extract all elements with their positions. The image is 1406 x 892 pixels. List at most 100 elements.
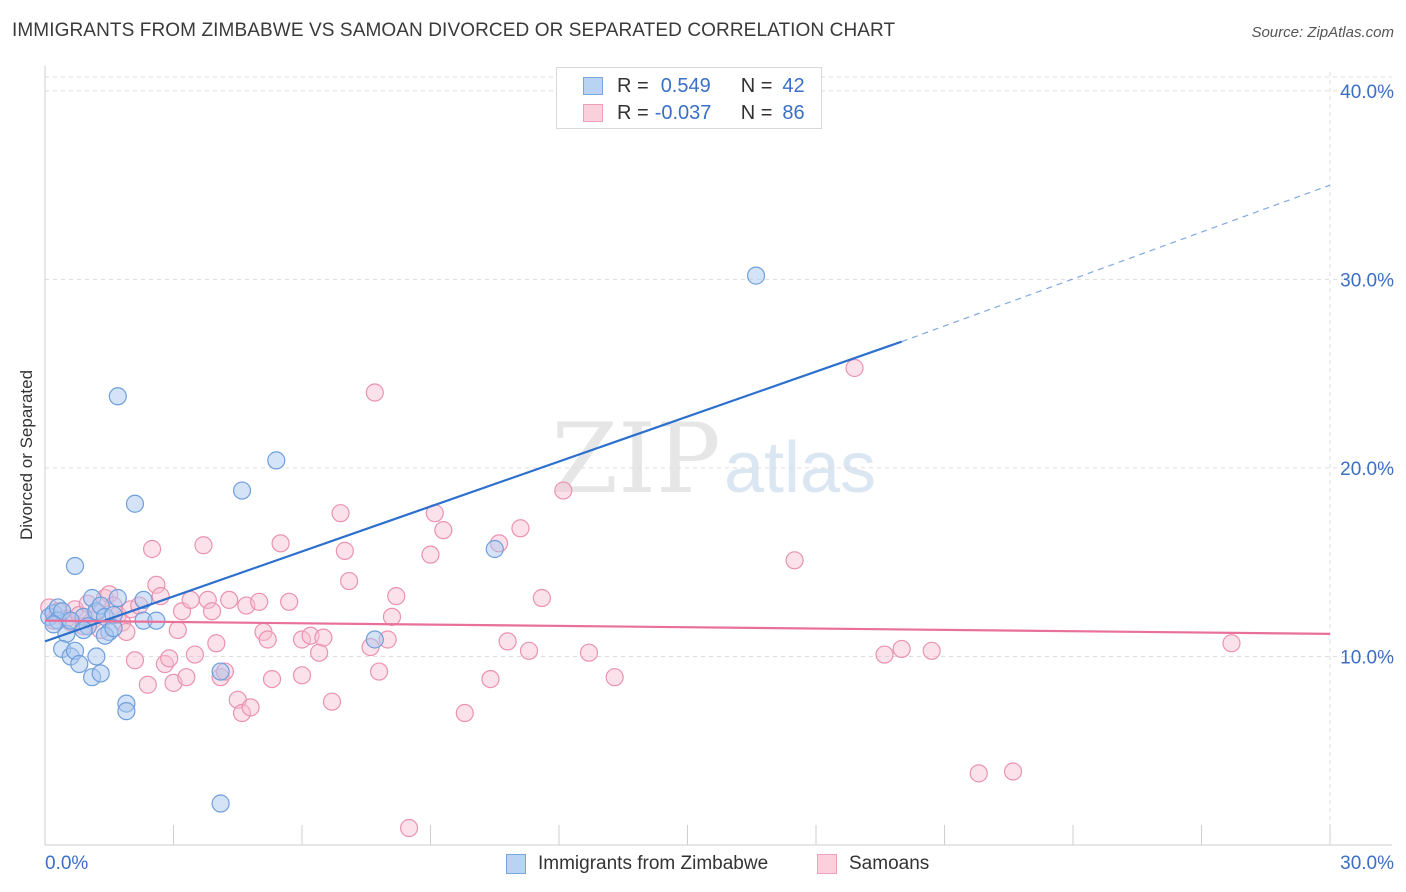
zimbabwe-point bbox=[125, 494, 145, 513]
n-label: N = bbox=[740, 101, 773, 124]
samoans-point bbox=[185, 645, 205, 664]
samoans-point bbox=[554, 481, 573, 500]
chart-title: IMMIGRANTS FROM ZIMBABWE VS SAMOAN DIVOR… bbox=[12, 20, 896, 41]
samoans-point bbox=[340, 571, 359, 591]
zimbabwe-point bbox=[134, 590, 153, 610]
y-tick-label: 40.0% bbox=[1340, 82, 1394, 103]
samoans-point bbox=[331, 504, 350, 523]
zimbabwe-point bbox=[232, 481, 252, 500]
y-tick-label: 20.0% bbox=[1340, 459, 1394, 480]
samoans-point bbox=[455, 703, 474, 723]
watermark: ZIP atlas bbox=[551, 403, 876, 515]
r-label: R = bbox=[617, 74, 649, 97]
samoans-point bbox=[322, 692, 342, 711]
samoans-point bbox=[892, 639, 911, 659]
samoans-point bbox=[511, 519, 530, 538]
samoans-point bbox=[387, 587, 406, 606]
samoans-point bbox=[1222, 634, 1241, 653]
zimbabwe-point bbox=[211, 794, 230, 813]
zimbabwe-point bbox=[91, 664, 110, 683]
samoans-point bbox=[125, 651, 145, 670]
samoans-point bbox=[280, 592, 299, 611]
samoans-point bbox=[498, 632, 517, 651]
samoans-point bbox=[138, 675, 157, 694]
samoans-point bbox=[875, 645, 894, 664]
watermark-zip: ZIP bbox=[551, 403, 720, 515]
zimbabwe-point bbox=[108, 588, 127, 608]
legend-item-samoans: Samoans bbox=[817, 851, 929, 877]
samoans-point bbox=[147, 575, 166, 594]
legend-label-samoans: Samoans bbox=[849, 853, 930, 874]
zimbabwe-points bbox=[40, 266, 766, 813]
zimbabwe-trend-line bbox=[44, 340, 903, 643]
stats-legend-row-zimbabwe: R = 0.549 N = 42 bbox=[583, 73, 805, 99]
zimbabwe-point bbox=[365, 630, 384, 649]
samoans-point bbox=[177, 668, 196, 687]
samoans-point bbox=[220, 590, 239, 610]
zimbabwe-point bbox=[104, 619, 123, 638]
samoans-point bbox=[198, 590, 217, 610]
y-tick-label: 30.0% bbox=[1340, 270, 1394, 291]
samoans-point bbox=[292, 630, 312, 649]
n-label: N = bbox=[740, 74, 773, 97]
samoans-point bbox=[481, 669, 500, 689]
y-tick-label: 10.0% bbox=[1340, 647, 1394, 668]
samoans-point bbox=[370, 662, 389, 681]
samoans-point bbox=[519, 641, 539, 660]
samoans-point bbox=[310, 643, 329, 662]
samoans-point bbox=[258, 630, 277, 649]
legend-item-zimbabwe: Immigrants from Zimbabwe bbox=[506, 851, 768, 877]
r-value: 0.549 bbox=[660, 74, 711, 97]
samoans-point bbox=[785, 551, 804, 570]
x-tick-label: 30.0% bbox=[1340, 853, 1394, 874]
samoans-point bbox=[922, 641, 941, 660]
samoans-point bbox=[142, 539, 162, 559]
legend-label-zimbabwe: Immigrants from Zimbabwe bbox=[538, 853, 769, 874]
samoans-point bbox=[314, 628, 333, 647]
samoans-point bbox=[241, 698, 260, 717]
samoans-point bbox=[160, 649, 179, 668]
samoans-point bbox=[181, 590, 200, 610]
samoans-point bbox=[605, 668, 624, 687]
samoans-point bbox=[399, 818, 419, 838]
samoans-point bbox=[434, 521, 453, 540]
stats-legend-row-samoans: R = -0.037 N = 86 bbox=[583, 100, 805, 126]
zimbabwe-point bbox=[117, 702, 136, 721]
tick-labels: 10.0% 20.0% 30.0% 40.0% 0.0% 30.0% bbox=[45, 82, 1394, 874]
samoans-point bbox=[365, 383, 384, 402]
zimbabwe-point bbox=[211, 662, 230, 681]
zimbabwe-point bbox=[485, 539, 504, 559]
samoans-point bbox=[207, 634, 226, 653]
samoans-point bbox=[262, 669, 282, 689]
samoans-point bbox=[271, 534, 290, 553]
samoans-point bbox=[532, 588, 551, 608]
samoans-points bbox=[40, 358, 1241, 838]
samoans-swatch bbox=[583, 104, 603, 122]
samoans-point bbox=[969, 764, 988, 783]
samoans-point bbox=[194, 536, 213, 555]
samoans-point bbox=[1003, 762, 1023, 781]
samoans-point bbox=[421, 545, 440, 564]
zimbabwe-point bbox=[746, 266, 766, 285]
samoans-point bbox=[250, 592, 269, 611]
samoans-point bbox=[202, 602, 222, 621]
n-value: 42 bbox=[782, 74, 805, 97]
zimbabwe-point bbox=[65, 556, 85, 576]
source-credit: Source: ZipAtlas.com bbox=[1251, 24, 1394, 41]
r-value: -0.037 bbox=[654, 101, 712, 124]
zimbabwe-point bbox=[44, 615, 63, 634]
zimbabwe-point bbox=[108, 387, 127, 406]
samoans-point bbox=[382, 607, 402, 626]
x-tick-label: 0.0% bbox=[45, 853, 88, 874]
axes bbox=[44, 66, 1392, 846]
n-value: 86 bbox=[782, 101, 805, 124]
samoans-point bbox=[335, 541, 354, 560]
zimbabwe-point bbox=[87, 647, 106, 666]
stats-legend: R = 0.549 N = 42 R = -0.037 N = 86 bbox=[556, 67, 822, 129]
zimbabwe-trend-extension bbox=[901, 184, 1331, 343]
samoans-legend-swatch bbox=[817, 854, 837, 874]
samoans-trend-line bbox=[44, 619, 1331, 635]
samoans-point bbox=[845, 358, 864, 378]
zimbabwe-legend-swatch bbox=[506, 854, 526, 874]
